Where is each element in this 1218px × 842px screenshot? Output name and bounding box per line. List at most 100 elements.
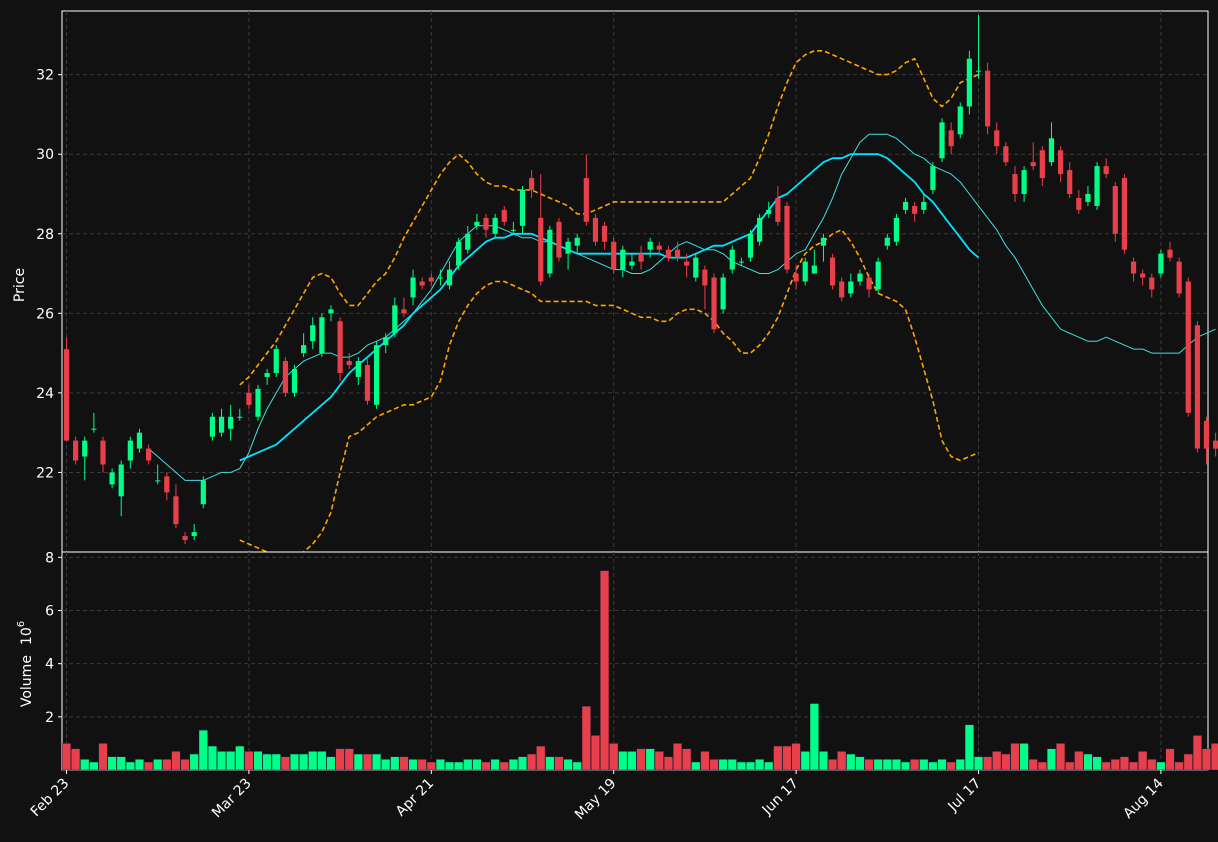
candle-body [1012, 174, 1018, 194]
volume-bar [736, 761, 746, 771]
candle-body [766, 209, 772, 214]
candle-body [665, 249, 672, 258]
volume-bar [262, 753, 272, 771]
volume-bar [445, 761, 455, 771]
volume-bar [1183, 753, 1193, 771]
volume-bar [308, 751, 318, 771]
volume-bar [1010, 743, 1020, 771]
candle-body [383, 337, 389, 346]
candles [63, 14, 1218, 545]
volume-bar [837, 751, 847, 771]
volume-bar [189, 753, 199, 771]
candle-body [811, 265, 817, 274]
price-tick-label: 22 [36, 465, 54, 481]
candle-body [91, 428, 97, 430]
volume-bar [800, 751, 810, 771]
candle-body [1185, 281, 1191, 413]
volume-bar [864, 759, 874, 771]
volume-bar [89, 761, 99, 771]
candle-body [1121, 178, 1128, 250]
candle-body [446, 269, 453, 286]
volume-bar [1037, 761, 1047, 771]
candle-body [975, 70, 982, 72]
volume-bar [1101, 761, 1111, 771]
volume-bar [1147, 759, 1157, 771]
volume-bar [572, 761, 582, 771]
candle-body [63, 349, 70, 441]
volume-bar [144, 761, 154, 771]
candle-body [565, 241, 571, 254]
volume-bar [326, 756, 336, 771]
candle-body [620, 249, 626, 270]
candle-body [875, 261, 881, 290]
volume-tick-label: 2 [45, 710, 54, 726]
candle-body [529, 178, 535, 191]
volume-bar [791, 743, 801, 771]
volume-bar [1138, 751, 1148, 771]
price-y-ticks: 22 24 26 28 30 32 [36, 68, 62, 481]
volume-bar [946, 761, 956, 771]
candle-body [1039, 150, 1045, 179]
price-tick-label: 24 [36, 386, 54, 402]
volume-bar [682, 748, 692, 771]
volume-bar [1110, 759, 1120, 771]
volume-bars [62, 570, 1218, 771]
candle-body [729, 249, 735, 270]
bollinger-bands [239, 49, 979, 557]
volume-bar [280, 756, 290, 771]
volume-tick-label: 4 [45, 657, 54, 673]
volume-bar [600, 570, 610, 771]
candle-body [1203, 420, 1210, 449]
volume-bar [964, 724, 974, 771]
volume-bar [818, 751, 828, 771]
volume-bar [162, 759, 172, 771]
volume-bar [700, 751, 710, 771]
candle-body [820, 237, 827, 246]
volume-bar [1046, 748, 1056, 771]
candle-body [747, 233, 754, 258]
price-grid [62, 11, 1208, 552]
volume-bar [1119, 756, 1129, 771]
volume-bar [1092, 756, 1102, 771]
candle-body [702, 269, 708, 286]
volume-bar [691, 761, 701, 771]
candle-body [720, 277, 726, 310]
candle-body [164, 476, 170, 493]
volume-axis-label: Volume 106 [16, 621, 35, 707]
candle-body [273, 349, 279, 373]
volume-bar [116, 756, 126, 771]
candle-body [310, 325, 316, 342]
volume-bar [125, 761, 135, 771]
candle-body [401, 309, 407, 314]
volume-bar [673, 743, 683, 771]
volume-bar [992, 751, 1002, 771]
price-axis-label: Price [12, 268, 28, 302]
candle-body [556, 221, 562, 258]
candle-body [574, 237, 580, 246]
volume-bar [563, 759, 573, 771]
volume-axis-label-text: Volume [19, 655, 35, 707]
volume-bar [353, 753, 363, 771]
candle-body [1003, 146, 1009, 163]
volume-bar [435, 759, 445, 771]
volume-bar [764, 761, 774, 771]
volume-bar [180, 759, 190, 771]
candle-body [738, 261, 744, 263]
volume-bar [217, 751, 227, 771]
volume-bar [107, 756, 117, 771]
volume-bar [171, 751, 181, 771]
bollinger-lower-line [239, 229, 979, 557]
candle-body [510, 229, 516, 231]
candle-body [866, 277, 872, 290]
volume-bar [417, 759, 427, 771]
candle-body [228, 416, 234, 429]
candle-body [410, 277, 416, 298]
volume-bar [627, 751, 637, 771]
candle-body [291, 369, 298, 393]
candle-body [328, 309, 334, 314]
volume-bar [490, 759, 500, 771]
ma-fast-line [148, 133, 1216, 481]
volume-bar [472, 759, 482, 771]
volume-bar [1019, 743, 1029, 771]
